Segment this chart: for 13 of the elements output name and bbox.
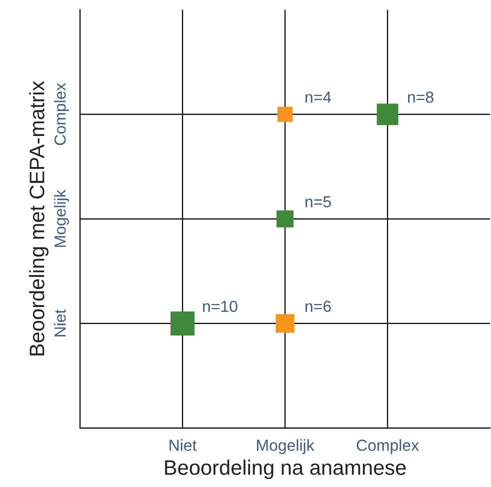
data-label: n=5 xyxy=(306,196,331,208)
y-tick-label: Niet xyxy=(54,309,66,336)
y-tick-label: Mogelijk xyxy=(54,190,69,247)
x-tick-label: Complex xyxy=(356,439,419,454)
data-label: n=4 xyxy=(306,92,332,103)
x-tick-label: Niet xyxy=(170,439,197,451)
y-axis-title: Beoordeling met CEPA-matrix xyxy=(29,80,48,356)
data-label: n=10 xyxy=(203,300,238,312)
y-tick-label: Complex xyxy=(54,82,69,146)
x-axis-title: Beoordeling na anamnese xyxy=(165,460,406,480)
data-label: n=8 xyxy=(408,92,434,103)
data-label: n=6 xyxy=(306,300,331,312)
x-tick-label: Mogelijk xyxy=(257,439,314,454)
